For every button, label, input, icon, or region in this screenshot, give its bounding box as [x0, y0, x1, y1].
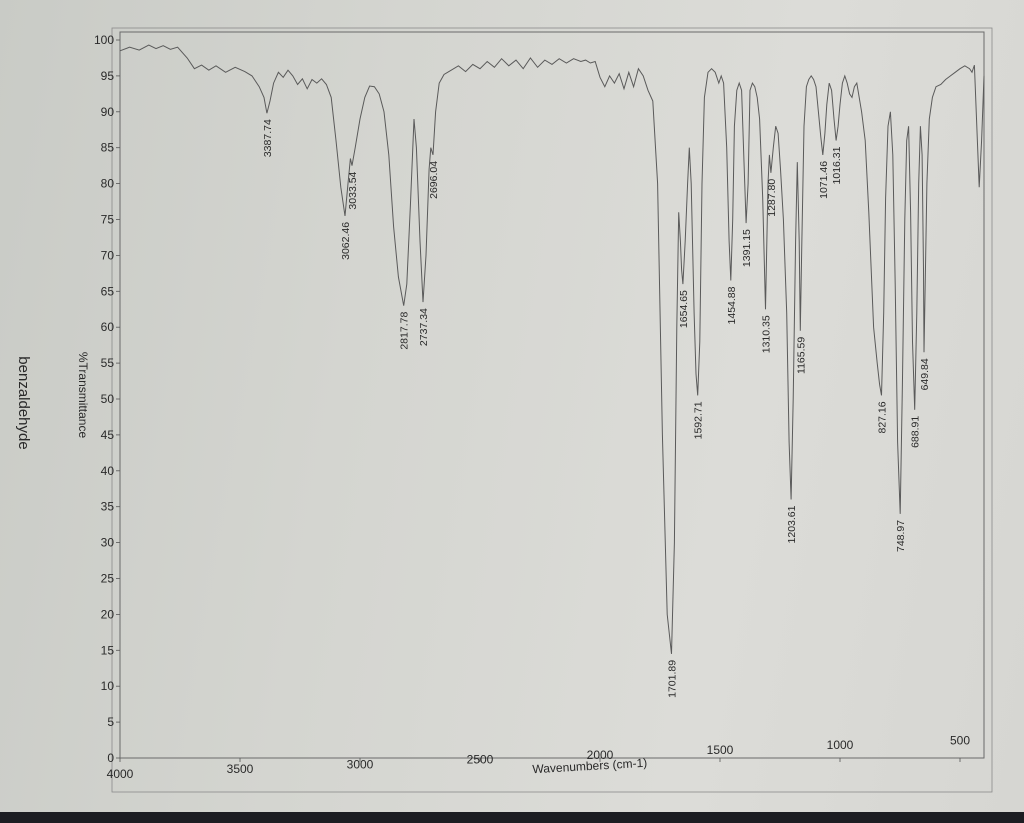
y-tick-label: 30 [101, 536, 115, 550]
peak-label: 1071.46 [818, 161, 830, 199]
y-tick-label: 80 [101, 177, 115, 191]
chart-title: benzaldehyde [15, 356, 32, 449]
peak-label: 3387.74 [262, 119, 274, 157]
peak-label: 649.84 [919, 358, 931, 390]
y-tick-label: 65 [101, 284, 115, 298]
y-tick-label: 0 [107, 751, 114, 765]
y-tick-label: 85 [101, 141, 115, 155]
peak-label: 827.16 [877, 401, 889, 433]
y-tick-label: 25 [101, 572, 115, 586]
peak-labels: 3387.74 3062.46 3033.54 2817.78 2737.34 2696.… [262, 119, 931, 698]
peak-label: 1165.59 [795, 337, 807, 374]
x-tick-label: 2000 [587, 748, 614, 762]
x-tick-label: 1500 [707, 743, 734, 757]
peak-label: 2737.34 [418, 308, 430, 346]
peak-label: 1203.61 [786, 505, 798, 543]
y-tick-label: 5 [107, 715, 114, 729]
x-axis-label: Wavenumbers (cm-1) [532, 756, 648, 777]
y-tick-label: 55 [101, 356, 115, 370]
peak-label: 2696.04 [428, 161, 440, 199]
peak-label: 3033.54 [347, 171, 359, 209]
y-tick-label: 35 [101, 500, 115, 514]
peak-label: 1287.80 [766, 179, 778, 217]
peak-label: 2817.78 [399, 312, 411, 350]
y-tick-label: 75 [101, 213, 115, 227]
plot-border [119, 31, 985, 759]
y-tick-label: 95 [101, 69, 115, 83]
x-axis-ticks: 4000 3500 3000 2500 2000 1500 1000 500 [107, 733, 971, 781]
y-tick-label: 15 [101, 643, 115, 657]
y-tick-label: 40 [101, 464, 115, 478]
chart-frame [111, 27, 993, 793]
peak-label: 1701.89 [667, 660, 679, 698]
y-tick-label: 70 [101, 248, 115, 262]
x-tick-label: 1000 [827, 738, 854, 752]
peak-label: 1310.35 [761, 315, 773, 353]
peak-label: 748.97 [895, 520, 907, 552]
outer-border [111, 27, 993, 793]
peak-label: 1391.15 [741, 229, 753, 267]
peak-label: 3062.46 [340, 222, 352, 260]
y-tick-label: 60 [101, 320, 115, 334]
bottom-edge [0, 812, 1024, 823]
x-tick-label: 4000 [107, 767, 134, 781]
x-tick-label: 2500 [467, 753, 494, 767]
x-tick-label: 500 [950, 733, 970, 747]
spectrum-line [119, 44, 985, 654]
y-tick-label: 20 [101, 607, 115, 621]
y-tick-label: 45 [101, 428, 115, 442]
y-tick-label: 50 [101, 392, 115, 406]
y-tick-label: 90 [101, 105, 115, 119]
peak-label: 1016.31 [831, 146, 843, 184]
x-tick-label: 3000 [347, 757, 374, 771]
peak-label: 1654.65 [678, 290, 690, 328]
peak-label: 1592.71 [693, 401, 705, 439]
peak-label: 1454.88 [726, 286, 738, 324]
x-tick-label: 3500 [227, 762, 254, 776]
y-tick-label: 10 [101, 679, 115, 693]
y-axis-label: %Transmittance [76, 352, 90, 439]
y-axis-ticks: 0 5 10 15 20 25 30 35 40 45 50 55 60 65 70 75 80 85 90 95 10… [94, 33, 120, 765]
peak-label: 688.91 [910, 416, 922, 448]
y-tick-label: 100 [94, 33, 114, 47]
